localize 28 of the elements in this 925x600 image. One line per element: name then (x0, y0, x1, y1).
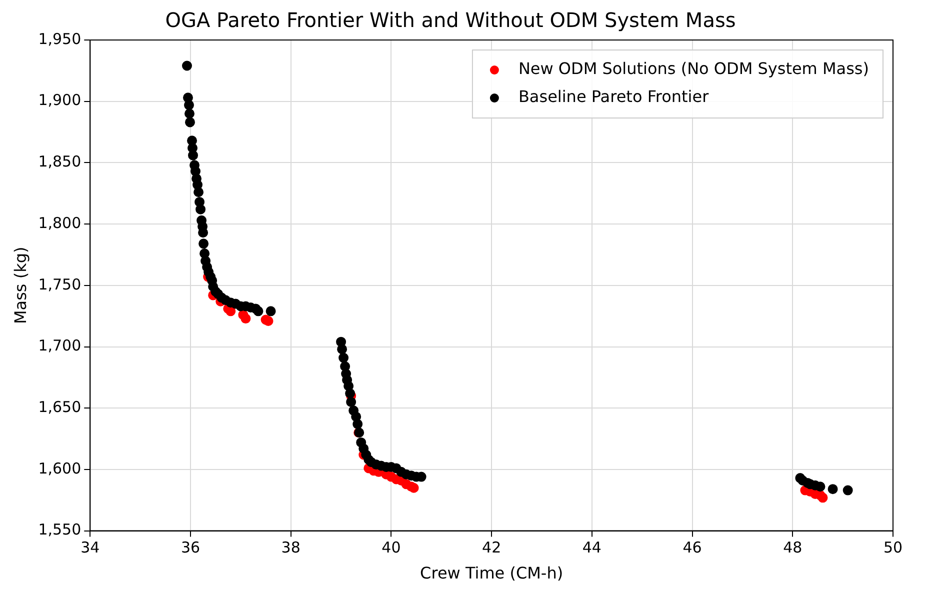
y-tick-label: 1,950 (38, 30, 82, 48)
y-tick-label: 1,850 (38, 152, 82, 171)
point (263, 316, 274, 326)
point (818, 492, 828, 503)
y-tick-label: 1,750 (38, 275, 82, 294)
y-tick-label: 1,550 (38, 520, 82, 539)
y-axis-title: Mass (kg) (10, 246, 30, 324)
x-tick-label: 50 (883, 538, 903, 557)
point (408, 482, 419, 493)
point (240, 314, 251, 324)
y-tick-label: 1,700 (38, 336, 82, 355)
y-tick-label: 1,600 (38, 459, 82, 478)
x-tick-label: 48 (783, 538, 802, 557)
y-tick-label: 1,900 (38, 91, 82, 110)
point (226, 306, 236, 316)
x-tick-label: 42 (482, 538, 502, 557)
y-tick-label: 1,800 (38, 214, 82, 232)
y-tick-label: 1,650 (38, 398, 82, 416)
x-tick-label: 44 (582, 538, 602, 557)
chart-title: OGA Pareto Frontier With and Without ODM System Mass (165, 8, 736, 32)
legend-label: New ODM Solutions (No ODM System Mass) (518, 59, 870, 78)
x-tick-label: 36 (180, 538, 200, 557)
x-tick-label: 38 (281, 538, 300, 557)
x-axis-title: Crew Time (CM-h) (420, 564, 564, 583)
x-tick-label: 40 (382, 538, 401, 557)
x-tick-label: 34 (80, 538, 100, 557)
legend-label: Baseline Pareto Frontier (518, 87, 710, 106)
x-tick-label: 46 (682, 538, 702, 557)
